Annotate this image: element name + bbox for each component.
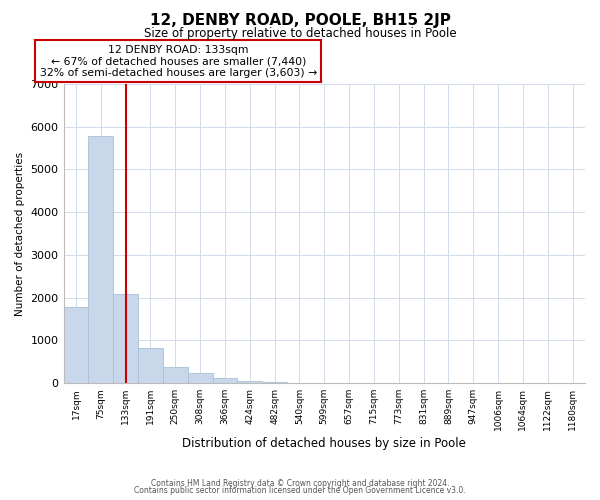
Text: Size of property relative to detached houses in Poole: Size of property relative to detached ho…	[143, 28, 457, 40]
Bar	[88, 136, 113, 383]
X-axis label: Distribution of detached houses by size in Poole: Distribution of detached houses by size …	[182, 437, 466, 450]
Text: 12 DENBY ROAD: 133sqm
← 67% of detached houses are smaller (7,440)
32% of semi-d: 12 DENBY ROAD: 133sqm ← 67% of detached …	[40, 45, 317, 78]
Bar	[238, 380, 262, 383]
Bar	[113, 294, 138, 383]
Bar	[138, 348, 163, 383]
Bar	[262, 382, 287, 383]
Bar	[188, 373, 212, 383]
Bar	[163, 367, 188, 383]
Text: Contains public sector information licensed under the Open Government Licence v3: Contains public sector information licen…	[134, 486, 466, 495]
Y-axis label: Number of detached properties: Number of detached properties	[15, 152, 25, 316]
Text: 12, DENBY ROAD, POOLE, BH15 2JP: 12, DENBY ROAD, POOLE, BH15 2JP	[149, 12, 451, 28]
Bar	[212, 378, 238, 383]
Text: Contains HM Land Registry data © Crown copyright and database right 2024.: Contains HM Land Registry data © Crown c…	[151, 478, 449, 488]
Bar	[64, 307, 88, 383]
